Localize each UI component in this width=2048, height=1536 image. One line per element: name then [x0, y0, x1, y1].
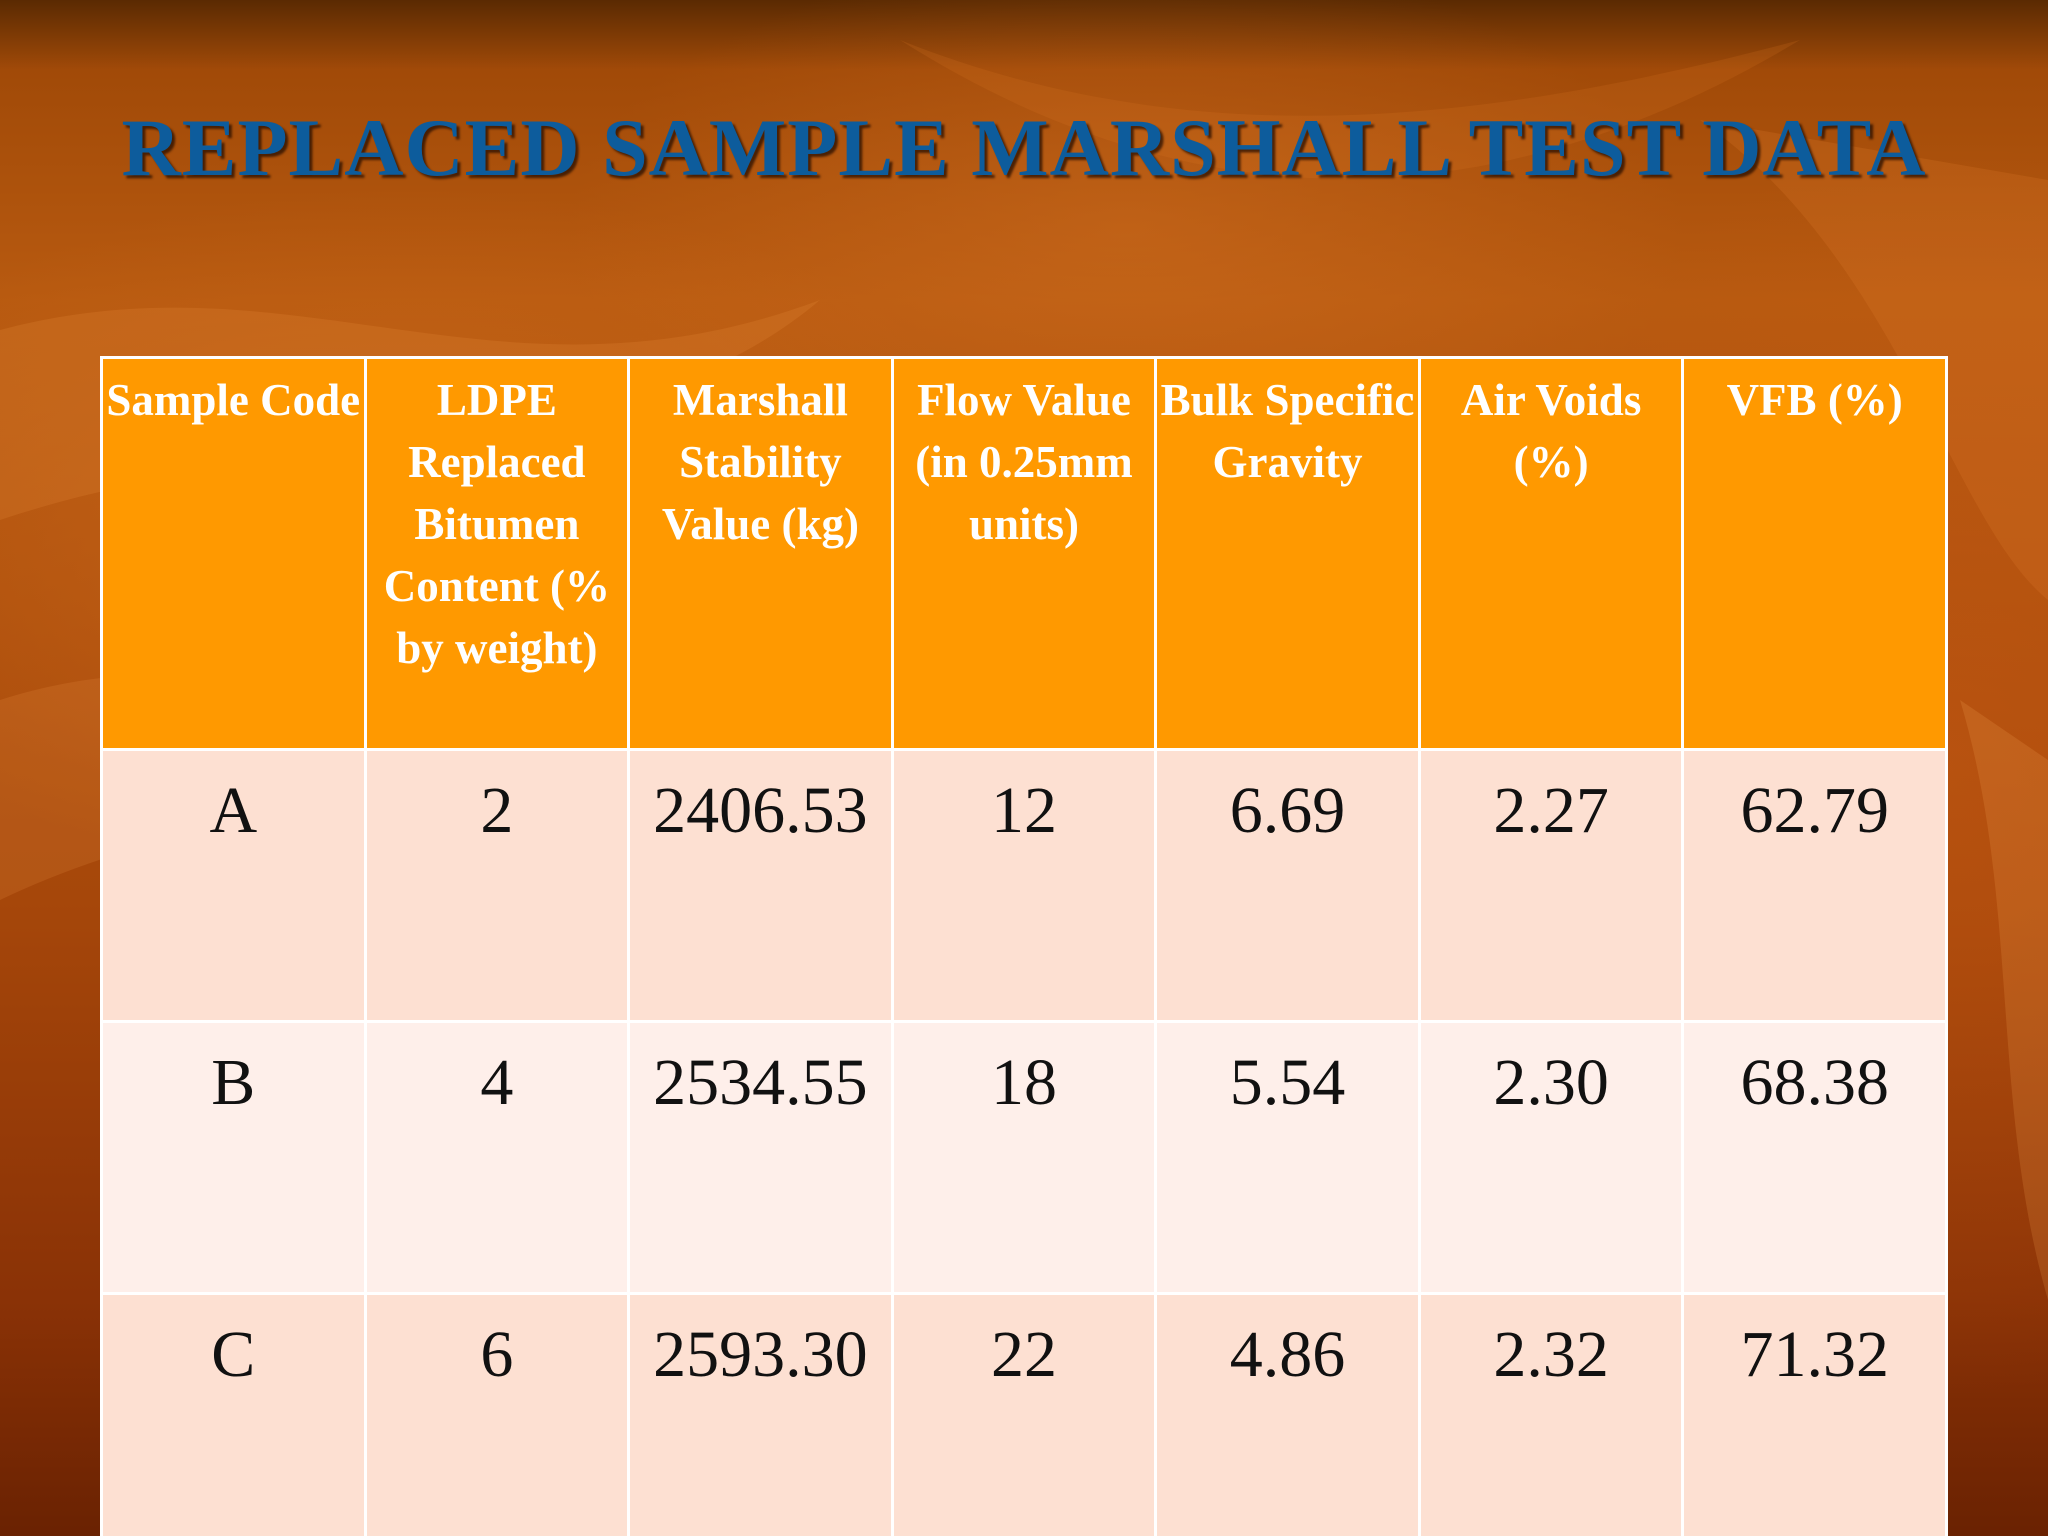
cell-flow-value: 12	[890, 748, 1158, 1023]
table-header-row: Sample Code LDPE Replaced Bitumen Conten…	[100, 356, 1948, 751]
table-row: C 6 2593.30 22 4.86 2.32 71.32	[100, 1292, 1948, 1536]
header-bulk-specific-gravity: Bulk Specific Gravity	[1154, 356, 1421, 751]
cell-marshall-stability: 2406.53	[627, 748, 894, 1023]
cell-ldpe-content: 6	[363, 1292, 631, 1536]
cell-sample-code: B	[100, 1020, 367, 1295]
header-marshall-stability: Marshall Stability Value (kg)	[627, 356, 894, 751]
header-flow-value: Flow Value (in 0.25mm units)	[890, 356, 1158, 751]
cell-flow-value: 22	[890, 1292, 1158, 1536]
cell-ldpe-content: 2	[363, 748, 631, 1023]
data-table-container: Sample Code LDPE Replaced Bitumen Conten…	[100, 356, 1948, 1536]
cell-sample-code: A	[100, 748, 367, 1023]
marshall-test-data-table: Sample Code LDPE Replaced Bitumen Conten…	[100, 356, 1948, 1536]
header-air-voids: Air Voids (%)	[1417, 356, 1685, 751]
cell-bulk-specific-gravity: 6.69	[1154, 748, 1421, 1023]
cell-air-voids: 2.32	[1417, 1292, 1685, 1536]
cell-marshall-stability: 2534.55	[627, 1020, 894, 1295]
cell-vfb: 68.38	[1681, 1020, 1948, 1295]
cell-air-voids: 2.27	[1417, 748, 1685, 1023]
cell-ldpe-content: 4	[363, 1020, 631, 1295]
header-vfb: VFB (%)	[1681, 356, 1948, 751]
table-row: B 4 2534.55 18 5.54 2.30 68.38	[100, 1020, 1948, 1295]
slide-title: REPLACED SAMPLE MARSHALL TEST DATA	[121, 102, 1927, 193]
cell-sample-code: C	[100, 1292, 367, 1536]
cell-vfb: 62.79	[1681, 748, 1948, 1023]
cell-bulk-specific-gravity: 4.86	[1154, 1292, 1421, 1536]
header-ldpe-content: LDPE Replaced Bitumen Content (% by weig…	[363, 356, 631, 751]
table-row: A 2 2406.53 12 6.69 2.27 62.79	[100, 748, 1948, 1023]
cell-vfb: 71.32	[1681, 1292, 1948, 1536]
cell-flow-value: 18	[890, 1020, 1158, 1295]
cell-bulk-specific-gravity: 5.54	[1154, 1020, 1421, 1295]
cell-marshall-stability: 2593.30	[627, 1292, 894, 1536]
cell-air-voids: 2.30	[1417, 1020, 1685, 1295]
header-sample-code: Sample Code	[100, 356, 367, 751]
